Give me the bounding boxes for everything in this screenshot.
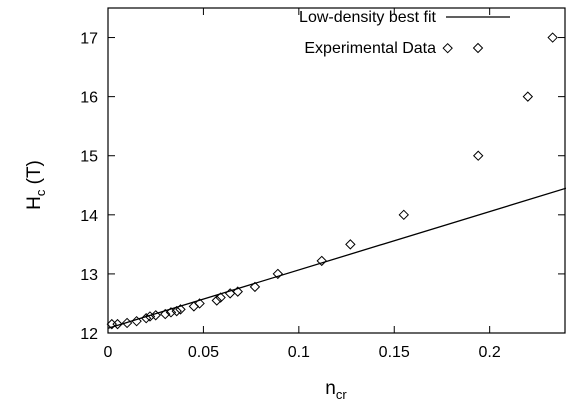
data-point (211, 295, 222, 306)
data-point (249, 281, 261, 293)
legend: Low-density best fit Experimental Data (299, 9, 510, 57)
data-point (112, 318, 123, 330)
legend-label-data: Experimental Data (304, 40, 436, 57)
data-point (171, 305, 182, 317)
y-tick-label: 17 (80, 31, 98, 48)
fit-line-group (107, 187, 566, 329)
data-point (547, 32, 558, 43)
data-point (316, 255, 327, 267)
y-tick-label: 14 (80, 208, 98, 225)
plot-frame (107, 7, 566, 334)
data-point (131, 315, 142, 327)
data-point (194, 298, 205, 309)
data-point (345, 239, 356, 250)
y-tick-label: 16 (80, 90, 98, 107)
x-axis-label: ncr (325, 378, 347, 402)
data-point (165, 307, 177, 318)
x-tick-label: 0.2 (479, 344, 501, 361)
data-markers (106, 32, 558, 330)
data-point (175, 304, 186, 315)
x-tick-label: 0.05 (188, 344, 219, 361)
y-tick-label: 12 (80, 326, 98, 343)
x-tick-label: 0.1 (288, 344, 310, 361)
legend-label-fit: Low-density best fit (299, 9, 437, 26)
data-point (232, 286, 243, 297)
data-point (150, 310, 161, 321)
y-tick-label: 15 (80, 149, 98, 166)
y-tick-label: 13 (80, 267, 98, 284)
data-point (215, 292, 226, 303)
axis-ticks: 0 0.05 0.1 0.15 0.2 12 13 14 15 16 17 (80, 8, 565, 361)
y-axis-label: Hc (T) (24, 160, 48, 210)
data-point (272, 268, 284, 280)
data-point (398, 209, 409, 221)
data-point (144, 311, 156, 322)
axes (107, 7, 566, 334)
x-tick-label: 0 (104, 344, 113, 361)
x-tick-label: 0.15 (379, 344, 410, 361)
data-point (160, 308, 171, 320)
best-fit-line (107, 187, 566, 329)
data-point (442, 42, 453, 54)
data-point (121, 317, 133, 329)
legend-swatch-data (472, 42, 484, 54)
data-point (140, 313, 152, 324)
data-point (522, 91, 534, 102)
data-point (473, 150, 484, 161)
